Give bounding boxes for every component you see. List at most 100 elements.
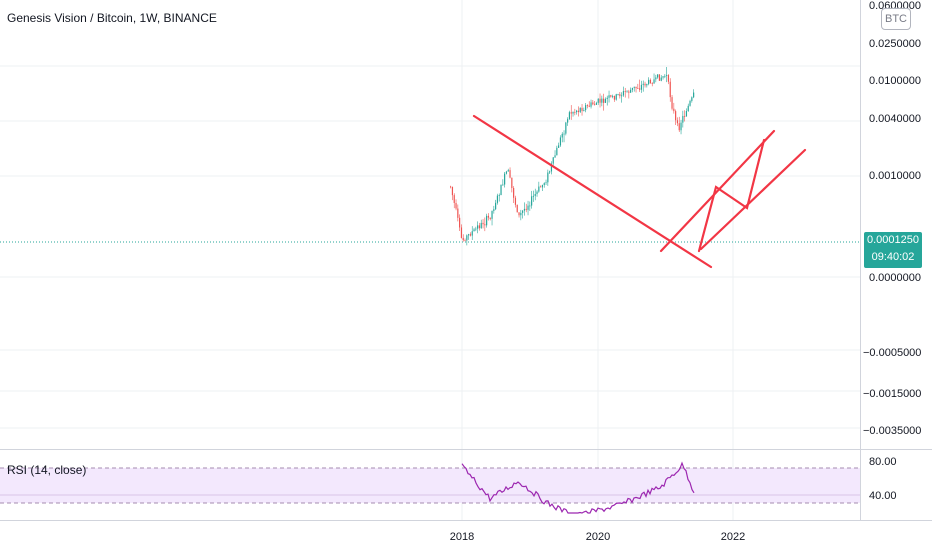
price-label: 0.0250000	[869, 38, 921, 50]
price-label: −0.0035000	[863, 425, 921, 437]
candle-body	[523, 208, 526, 211]
candle-body	[504, 173, 506, 185]
price-axis[interactable]: 0.0600000 0.0250000 0.0100000 0.0040000 …	[863, 0, 921, 437]
candle-body	[684, 115, 686, 117]
bar-countdown: 09:40:02	[871, 251, 915, 263]
price-label: −0.0005000	[863, 347, 921, 359]
candle-body	[480, 222, 482, 229]
price-label: −0.0015000	[863, 388, 921, 400]
candle-body	[469, 234, 472, 236]
candle-body	[513, 188, 515, 198]
candle-body	[675, 111, 677, 121]
candle-body	[642, 83, 644, 85]
currency-badge[interactable]: BTC	[881, 8, 911, 30]
candle-body	[457, 208, 459, 218]
candle-body	[462, 237, 464, 241]
candle-body	[655, 77, 657, 80]
candle-body	[637, 88, 639, 89]
projected-zigzag	[697, 138, 766, 253]
candle-body	[631, 87, 634, 90]
candle-body	[576, 110, 578, 113]
candle-body	[639, 88, 641, 90]
candle-body	[477, 225, 479, 229]
candle-body	[496, 195, 499, 203]
candle-body	[687, 105, 689, 112]
candle-body	[592, 102, 594, 105]
candle-body	[673, 108, 675, 112]
candle-body	[514, 197, 517, 205]
candle-body	[550, 163, 553, 172]
candle-body	[615, 94, 617, 100]
candle-body	[691, 97, 693, 101]
candle-body	[685, 111, 688, 117]
rsi-band	[0, 468, 860, 503]
candle-body	[646, 84, 648, 86]
candle-body	[617, 94, 619, 95]
candle-body	[572, 111, 574, 114]
candle-body	[451, 186, 454, 196]
time-axis[interactable]: 2018 2020 2022	[450, 531, 745, 543]
rsi-line[interactable]	[461, 461, 695, 514]
last-price-value: 0.0001250	[867, 234, 919, 246]
candlestick-series[interactable]	[450, 66, 695, 246]
candle-body	[682, 115, 684, 123]
price-label: 0.0000000	[869, 272, 921, 284]
candle-body	[558, 145, 560, 148]
candle-body	[466, 235, 468, 241]
candle-body	[604, 98, 607, 103]
candle-body	[487, 215, 490, 218]
candle-body	[545, 182, 547, 184]
candle-body	[455, 202, 457, 209]
drawing-trendlines[interactable]	[472, 114, 807, 269]
candle-body	[590, 102, 592, 107]
symbol-title[interactable]: Genesis Vision / Bitcoin, 1W, BINANCE	[7, 11, 217, 25]
candle-body	[536, 191, 538, 195]
candle-body	[613, 96, 616, 100]
candle-body	[502, 184, 504, 186]
candle-body	[552, 157, 554, 164]
candle-body	[493, 209, 495, 211]
candle-body	[624, 91, 626, 92]
uptrend-channel-lower	[659, 129, 776, 253]
candle-body	[518, 212, 520, 216]
candle-body	[577, 110, 580, 113]
rsi-title[interactable]: RSI (14, close)	[7, 463, 86, 477]
candle-body	[574, 111, 576, 113]
candle-body	[565, 122, 567, 134]
candle-body	[527, 205, 529, 210]
candle-body	[595, 102, 598, 105]
candle-body	[612, 96, 614, 97]
candle-body	[658, 74, 661, 81]
candle-body	[525, 208, 527, 210]
candle-body	[473, 229, 475, 232]
candle-body	[621, 95, 623, 97]
candle-body	[667, 75, 670, 82]
candle-body	[588, 105, 590, 107]
time-label: 2020	[586, 531, 610, 543]
time-label: 2022	[721, 531, 745, 543]
candle-body	[570, 112, 572, 114]
candle-body	[507, 170, 509, 172]
price-label: 0.0010000	[869, 170, 921, 182]
candle-body	[520, 212, 522, 216]
candle-body	[689, 100, 691, 106]
candle-body	[559, 137, 562, 146]
candle-body	[676, 120, 679, 124]
candle-body	[500, 184, 502, 196]
rsi-axis: 80.00 40.00	[869, 456, 897, 502]
candle-body	[478, 225, 481, 229]
candle-body	[486, 215, 488, 226]
candle-body	[606, 97, 608, 99]
candle-body	[671, 97, 673, 109]
candle-body	[635, 86, 637, 89]
candle-body	[538, 186, 540, 192]
candle-body	[568, 112, 571, 120]
candle-body	[610, 95, 612, 97]
candle-body	[664, 75, 666, 77]
candle-body	[549, 171, 551, 173]
candle-body	[450, 186, 452, 188]
candle-body	[601, 98, 603, 103]
candle-body	[561, 133, 563, 138]
candle-body	[603, 98, 605, 103]
